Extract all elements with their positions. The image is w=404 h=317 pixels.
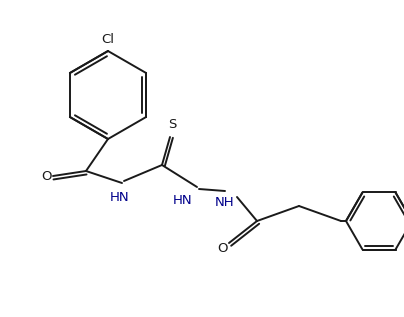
Text: O: O [41, 170, 51, 183]
Text: Cl: Cl [101, 33, 114, 46]
Text: HN: HN [110, 191, 130, 204]
Text: S: S [168, 118, 176, 131]
Text: NH: NH [215, 196, 235, 209]
Text: HN: HN [173, 194, 193, 207]
Text: O: O [217, 242, 227, 255]
